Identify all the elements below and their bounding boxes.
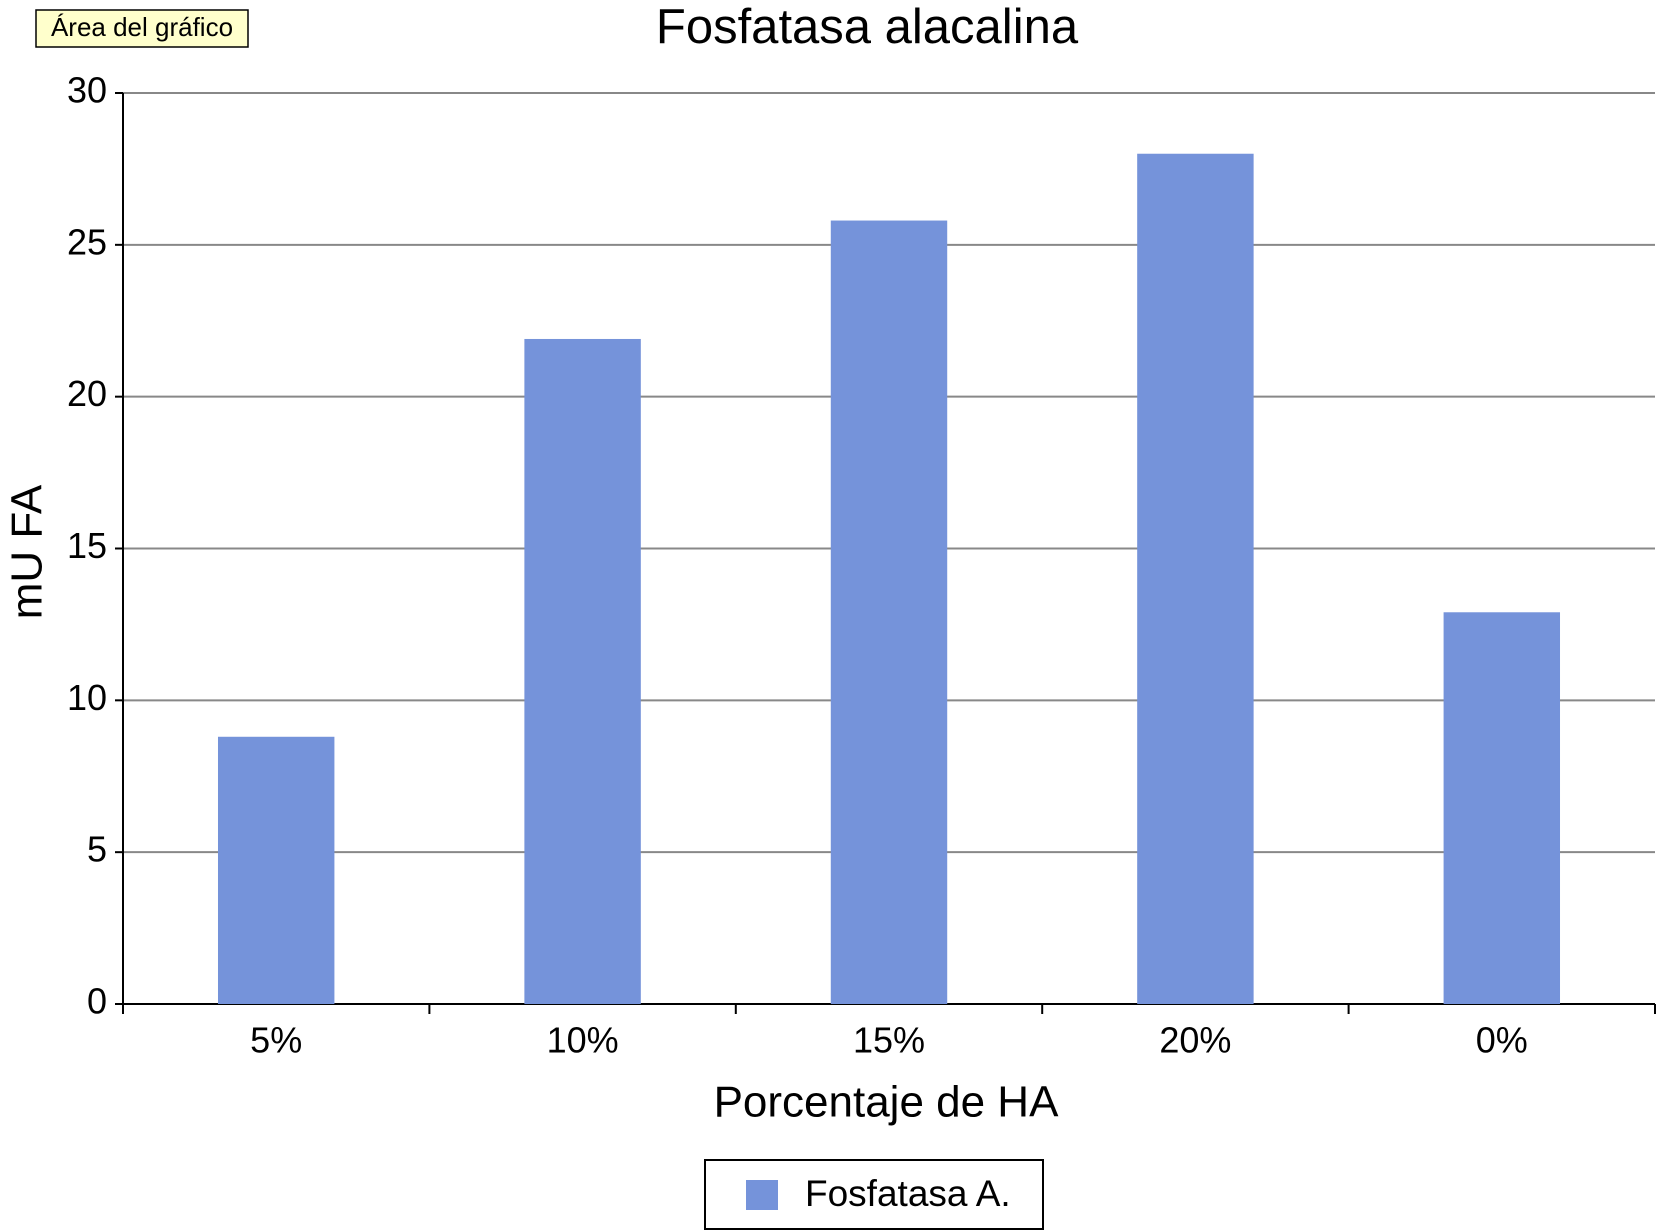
bar <box>1137 153 1254 1004</box>
y-tick-label: 30 <box>67 70 107 111</box>
y-tick-label: 10 <box>67 677 107 718</box>
y-tick-label: 15 <box>67 525 107 566</box>
legend-label: Fosfatasa A. <box>805 1173 1011 1214</box>
y-tick-label: 5 <box>87 829 107 870</box>
y-tick-label: 20 <box>67 373 107 414</box>
tooltip-box <box>35 9 249 48</box>
legend-swatch <box>746 1180 778 1210</box>
bar <box>1443 612 1561 1004</box>
x-tick-label: 0% <box>1476 1020 1528 1061</box>
x-tick-label: 10% <box>547 1020 619 1061</box>
y-axis-title: mU FA <box>3 484 52 619</box>
x-tick-label: 5% <box>250 1020 302 1061</box>
y-tick-label: 0 <box>87 981 107 1022</box>
tooltip: Área del gráfico <box>51 12 233 42</box>
x-axis-title: Porcentaje de HA <box>714 1078 1060 1127</box>
y-tick-label: 25 <box>67 221 107 262</box>
bar <box>830 220 948 1005</box>
bar <box>217 736 335 1004</box>
x-tick-label: 15% <box>853 1020 925 1061</box>
chart-title: Fosfatasa alacalina <box>656 0 1079 54</box>
x-tick-label: 20% <box>1159 1020 1231 1061</box>
bar <box>524 338 641 1005</box>
